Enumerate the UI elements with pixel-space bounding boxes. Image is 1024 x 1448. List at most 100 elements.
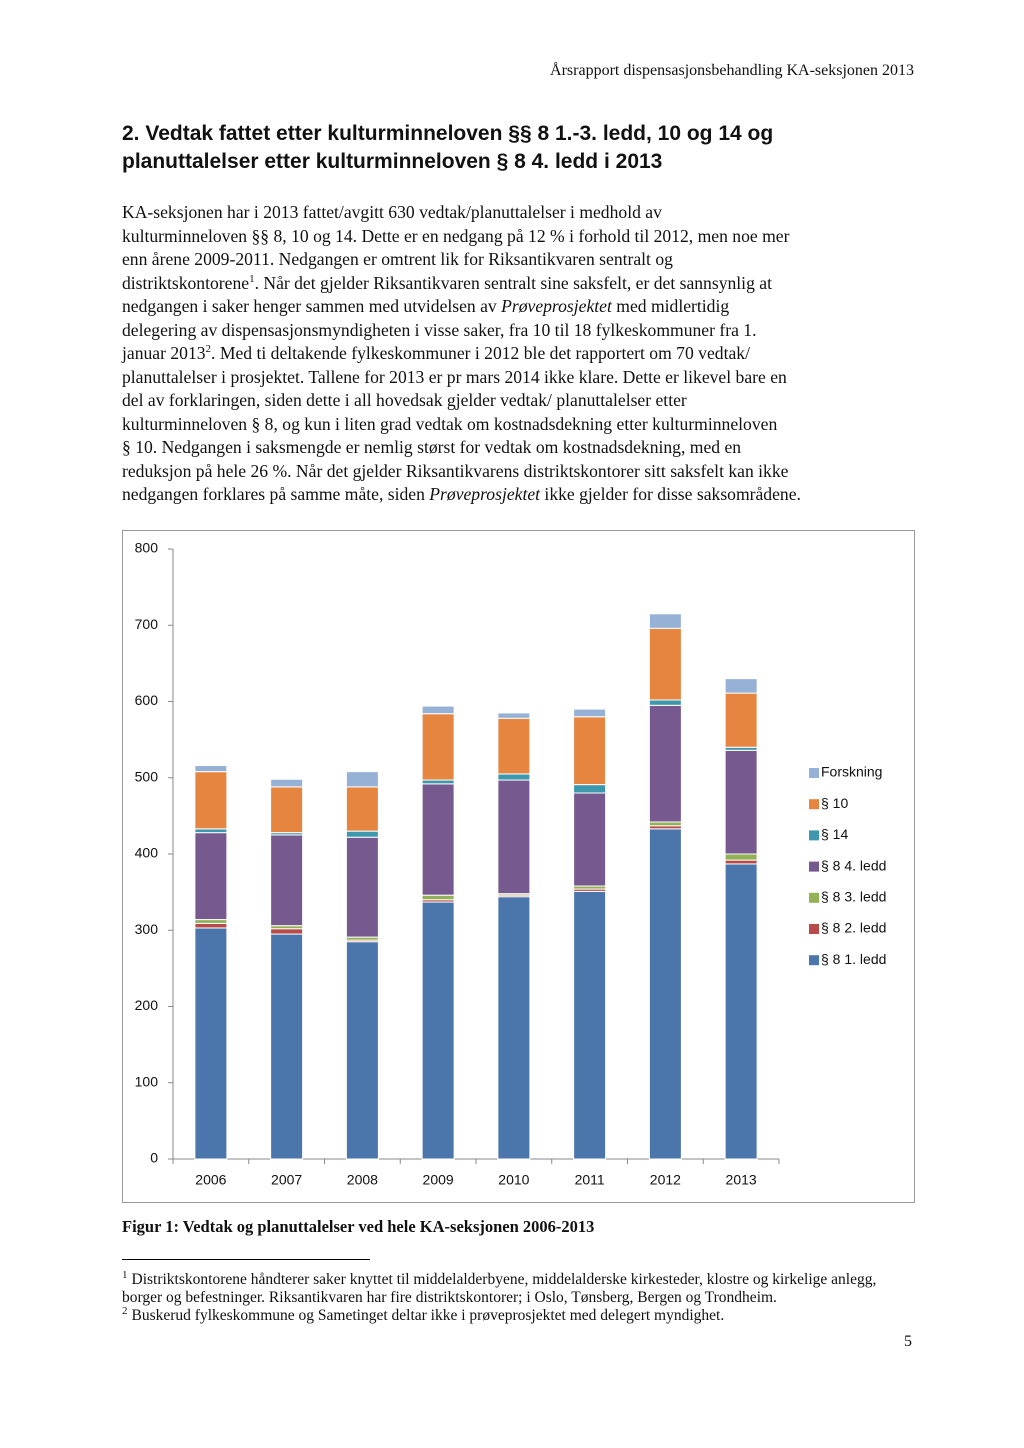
text-line: enn årene 2009-2011. Nedgangen er omtren…: [122, 249, 673, 270]
y-tick-label: 200: [135, 997, 159, 1013]
text-line: januar 20132. Med ti deltakende fylkesko…: [122, 343, 750, 364]
x-tick-label: 2012: [650, 1172, 681, 1188]
bar-segment: [724, 853, 758, 861]
bar-segment: [194, 771, 228, 830]
bar-segment: [724, 692, 758, 748]
text-run: nedgangen forklares på samme måte, siden: [122, 484, 430, 504]
text-run: . Når det gjelder Riksantikvaren sentral…: [254, 272, 772, 293]
text-line: kulturminneloven § 8, og kun i liten gra…: [122, 414, 777, 435]
bar-segment: [421, 713, 455, 781]
legend-swatch: [809, 861, 819, 872]
footnote-ref: 1: [249, 272, 255, 285]
legend-swatch: [809, 768, 819, 778]
legend-label: § 8 1. ledd: [821, 951, 886, 967]
text-run: med midlertidig: [611, 296, 730, 316]
bar-segment: [270, 928, 304, 935]
bar-segment: [270, 778, 304, 788]
bar-segment: [497, 773, 531, 781]
bar-segment: [345, 941, 379, 1160]
bar-segment: [345, 830, 379, 838]
bar-segment: [573, 784, 607, 794]
legend-label: § 14: [821, 826, 848, 842]
legend-label: § 10: [821, 795, 848, 811]
text-run: januar 2013: [122, 343, 206, 363]
text-run: kulturminneloven § 8, og kun i liten gra…: [122, 413, 778, 434]
text-run: distriktskontorene: [122, 272, 250, 293]
bar-segment: [724, 863, 758, 1160]
y-tick-label: 400: [135, 845, 159, 861]
bar-segment: [345, 836, 379, 938]
bar-segment: [421, 894, 455, 901]
text-run: ikke gjelder for disse saksområdene.: [540, 484, 801, 504]
text-run: planuttalelser i prosjektet. Tallene for…: [122, 366, 787, 387]
footnote-text: Distriktskontorene håndterer saker knytt…: [122, 1271, 877, 1307]
text-line: nedgangen forklares på samme måte, siden…: [122, 484, 801, 505]
bar-segment: [497, 896, 531, 1160]
text-line: delegering av dispensasjonsmyndigheten i…: [122, 320, 756, 341]
text-line: § 10. Nedgangen i saksmengde er nemlig s…: [122, 437, 741, 458]
text-run: KA-seksjonen har i 2013 fattet/avgitt 63…: [122, 202, 662, 222]
text-line: distriktskontorene1. Når det gjelder Rik…: [122, 273, 772, 294]
y-tick-label: 300: [135, 921, 159, 937]
footnote-mark: 2: [122, 1305, 128, 1317]
text-run: delegering av dispensasjonsmyndigheten i…: [122, 319, 757, 340]
running-header: Årsrapport dispensasjonsbehandling KA-se…: [550, 62, 914, 79]
text-run: Prøveprosjektet: [501, 296, 612, 316]
bar-segment: [194, 828, 228, 834]
y-tick-label: 700: [135, 616, 159, 632]
text-line: nedgangen i saker henger sammen med utvi…: [122, 296, 729, 317]
chart: 0 100 200 300 400 500 600 700 800 2006 2007 2008 200…: [122, 530, 915, 1203]
figure-caption: Figur 1: Vedtak og planuttalelser ved he…: [122, 1217, 595, 1236]
legend-swatch: [809, 892, 819, 903]
bar-segment: [648, 828, 682, 1160]
page-number: 5: [904, 1333, 912, 1350]
bar-segment: [345, 786, 379, 832]
bar-segment: [270, 834, 304, 927]
legend-label: § 8 3. ledd: [821, 889, 886, 905]
footnote-text: Buskerud fylkeskommune og Sametinget del…: [131, 1307, 725, 1325]
bar-segment: [194, 919, 228, 924]
bar-segment: [194, 765, 228, 773]
legend-swatch: [809, 924, 819, 934]
bar-segment: [421, 779, 455, 785]
x-tick-label: 2011: [575, 1172, 605, 1188]
footnote-mark: 1: [122, 1269, 128, 1281]
bar-segment: [573, 792, 607, 887]
bar-segment: [648, 613, 682, 629]
text-line: KA-seksjonen har i 2013 fattet/avgitt 63…: [122, 202, 662, 223]
legend-swatch: [809, 799, 819, 810]
bar-segment: [194, 832, 228, 921]
footnote-rule: [122, 1259, 370, 1260]
text-line: planuttalelser i prosjektet. Tallene for…: [122, 367, 787, 388]
bar-segment: [573, 716, 607, 786]
bar-segment: [270, 933, 304, 1160]
text-run: § 10. Nedgangen i saksmengde er nemlig s…: [122, 437, 742, 457]
legend-label: Forskning: [821, 764, 882, 780]
x-tick-label: 2006: [195, 1172, 226, 1188]
heading: planuttalelser etter kulturminneloven § …: [122, 150, 663, 173]
x-tick-label: 2008: [347, 1172, 378, 1188]
footnote-ref: 2: [205, 343, 212, 356]
bar-segment: [648, 704, 682, 823]
bar-segment: [724, 678, 758, 694]
bar-segment: [497, 779, 531, 895]
text-run: del av forklaringen, siden dette i all h…: [122, 390, 687, 410]
text-run: . Med ti deltakende fylkeskommuner i 201…: [211, 343, 750, 363]
x-tick-label: 2009: [423, 1172, 454, 1188]
legend-swatch: [809, 830, 819, 841]
y-tick-label: 600: [135, 692, 159, 708]
bar-segment: [648, 627, 682, 701]
bar-segment: [270, 786, 304, 834]
text-line: reduksjon på hele 26 %. Når det gjelder …: [122, 461, 788, 482]
y-tick-label: 0: [150, 1150, 158, 1166]
text-line: kulturminneloven §§ 8, 10 og 14. Dette e…: [122, 226, 789, 247]
text-run: kulturminneloven §§ 8, 10 og 14. Dette e…: [122, 225, 790, 246]
bar-segment: [573, 708, 607, 718]
y-tick-label: 100: [135, 1073, 159, 1089]
bar-segment: [345, 771, 379, 788]
legend-swatch: [809, 955, 819, 966]
legend-label: § 8 4. ledd: [821, 857, 886, 873]
x-tick-label: 2007: [271, 1172, 302, 1188]
bar-segment: [194, 922, 228, 929]
